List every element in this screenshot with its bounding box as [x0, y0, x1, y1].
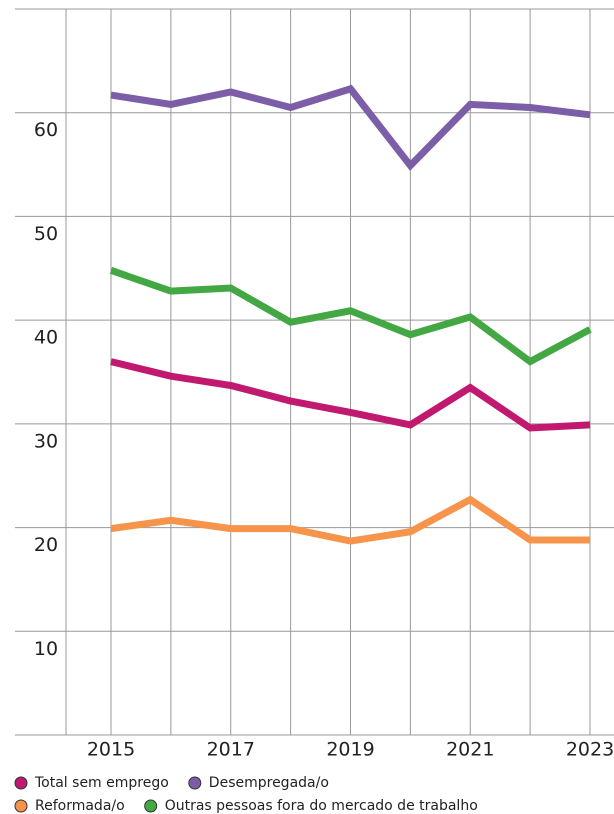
- legend-swatch: [14, 799, 28, 813]
- legend-label: Desempregada/o: [209, 775, 329, 791]
- x-tick-label: 2019: [326, 739, 374, 761]
- y-tick-label: 20: [34, 534, 58, 556]
- x-tick-label: 2021: [446, 739, 494, 761]
- legend-swatch: [14, 776, 28, 790]
- y-tick-label: 30: [34, 430, 58, 452]
- x-tick-label: 2023: [566, 739, 614, 761]
- legend-swatch: [188, 776, 202, 790]
- series-line: [110, 495, 590, 545]
- series-line: [110, 84, 591, 171]
- series-line: [109, 267, 592, 366]
- series-line: [110, 358, 591, 432]
- y-tick-label: 10: [34, 638, 58, 660]
- y-tick-label: 40: [34, 327, 58, 349]
- x-tick-label: 2017: [207, 739, 255, 761]
- legend-label: Outras pessoas fora do mercado de trabal…: [165, 798, 478, 814]
- legend-label: Total sem emprego: [34, 775, 169, 791]
- y-tick-label: 50: [34, 223, 58, 245]
- legend-swatch: [144, 799, 158, 813]
- legend-label: Reformada/o: [35, 798, 125, 814]
- y-tick-label: 60: [34, 119, 58, 141]
- x-tick-label: 2015: [87, 739, 135, 761]
